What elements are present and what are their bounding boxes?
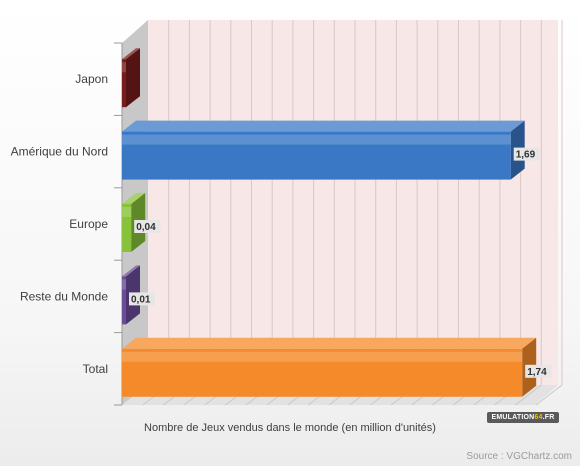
x-axis-label: Nombre de Jeux vendus dans le monde (en … bbox=[144, 422, 436, 434]
category-label: Japon bbox=[75, 72, 108, 86]
category-label: Reste du Monde bbox=[20, 289, 108, 303]
data-label: 1,74 bbox=[527, 367, 547, 378]
bar-highlight bbox=[122, 279, 126, 289]
bar-highlight bbox=[122, 207, 131, 217]
source-note: Source : VGChartz.com bbox=[466, 451, 572, 462]
category-label: Total bbox=[83, 362, 108, 376]
category-label: Europe bbox=[69, 217, 108, 231]
bar-top bbox=[122, 121, 525, 132]
bar-highlight bbox=[122, 62, 126, 72]
data-label: 0,04 bbox=[136, 222, 156, 233]
back-wall bbox=[148, 20, 558, 385]
bar-top bbox=[122, 338, 536, 349]
data-label: 1,69 bbox=[516, 150, 536, 161]
bar-highlight bbox=[122, 352, 522, 362]
category-labels: Japon Amérique du Nord Europe Reste du Mond… bbox=[11, 72, 109, 376]
bar-highlight bbox=[122, 135, 511, 145]
data-label: 0,01 bbox=[131, 294, 151, 305]
bar-1 bbox=[122, 121, 525, 180]
bar-4 bbox=[122, 338, 536, 397]
logo: EMULATION64.FR bbox=[487, 412, 559, 423]
category-label: Amérique du Nord bbox=[11, 145, 108, 159]
